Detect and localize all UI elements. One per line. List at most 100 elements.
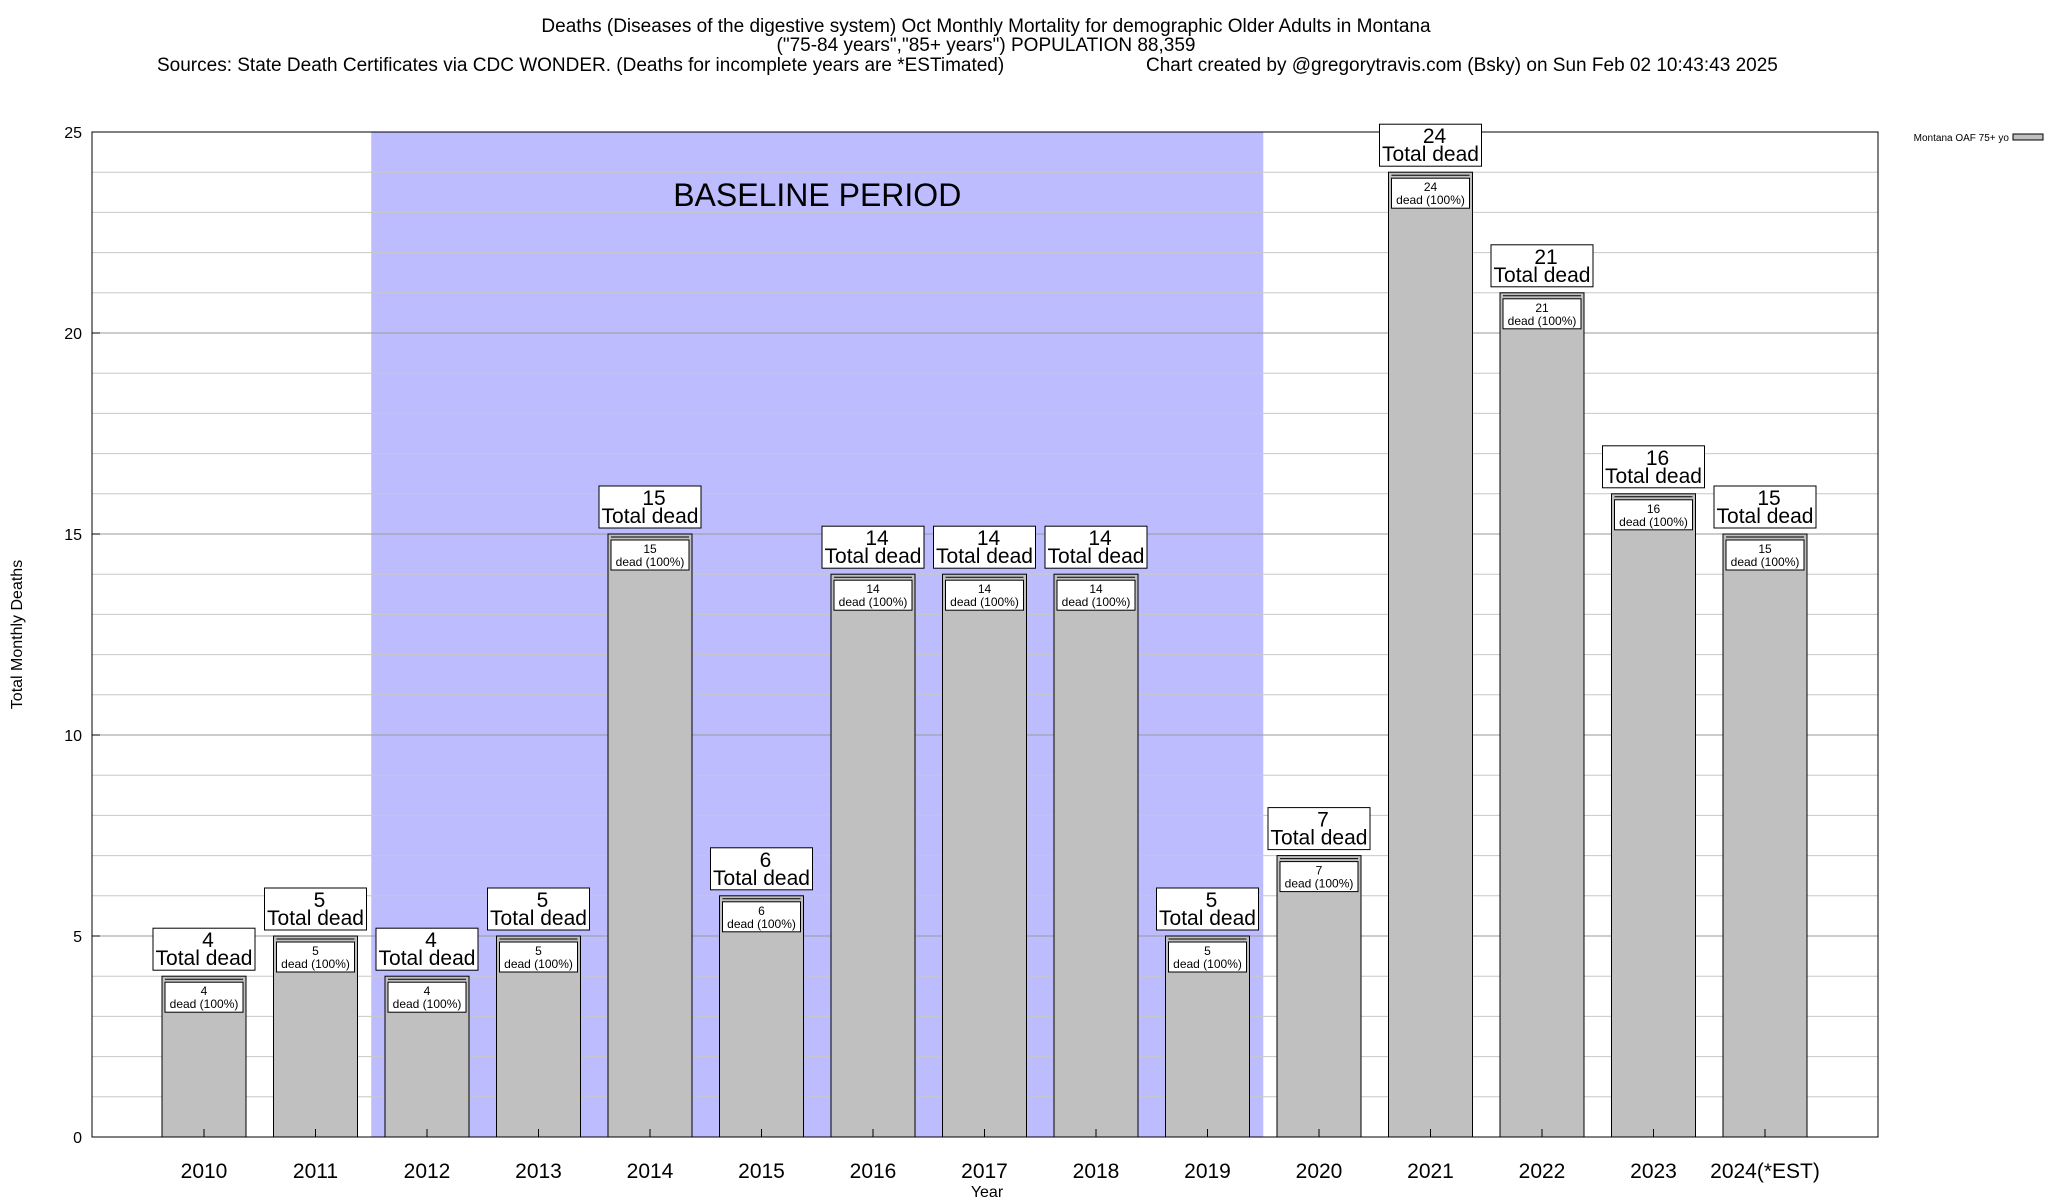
total-label-value: 4 [202,929,214,952]
inner-label-box [1725,539,1805,571]
total-label-text: Total dead [1494,264,1591,287]
total-label-text: Total dead [156,947,253,970]
bar [1276,855,1362,1138]
bar [942,573,1027,1138]
total-label-value: 21 [1534,246,1557,269]
total-label-box [1044,525,1148,569]
inner-label-text: dead (100%) [1508,314,1577,328]
inner-label-value: 5 [535,944,542,958]
chart-sources: Sources: State Death Certificates via CD… [157,55,1004,76]
total-label-value: 14 [865,527,889,550]
total-label-box [152,927,256,971]
total-label-value: 7 [1317,809,1329,832]
inner-label-value: 15 [1758,542,1772,556]
total-label-value: 14 [1088,527,1112,550]
inner-label-box [1614,499,1693,531]
inner-label-value: 14 [1089,582,1103,596]
inner-label-value: 16 [1647,502,1661,516]
total-label-text: Total dead [490,907,587,930]
total-label-text: Total dead [713,867,810,890]
y-tick-label: 0 [73,1130,82,1147]
total-label-box [1156,887,1259,931]
x-tick-label: 2010 [181,1160,228,1183]
y-axis-ticks: 0 5 10 15 20 25 [64,125,100,1147]
inner-label-box [1056,579,1136,611]
total-label-text: Total dead [602,505,699,528]
legend-swatch [2012,133,2044,141]
y-axis-label: Total Monthly Deaths [9,560,26,709]
inner-label-text: dead (100%) [950,595,1019,609]
total-label-text: Total dead [1717,505,1814,528]
x-tick-label: 2016 [850,1160,897,1183]
bar [1611,493,1696,1138]
inner-label-box [1391,177,1470,209]
x-tick-label: 2015 [738,1160,785,1183]
total-label-text: Total dead [825,545,922,568]
total-label-box [710,847,813,891]
inner-label-value: 7 [1316,864,1323,878]
inner-label-box [387,981,467,1013]
total-label-box [264,887,367,931]
x-tick-label: 2012 [404,1160,451,1183]
inner-label-box [1168,941,1247,973]
inner-label-box [610,539,690,571]
total-label-value: 4 [425,929,437,952]
total-label-box [598,485,702,529]
x-axis-ticks: 2010 2011 2012 2013 2014 2015 2016 2017 2018 2019… [181,1129,1820,1183]
chart-title: Deaths (Diseases of the digestive system… [541,16,1431,37]
total-label-box [1602,445,1705,489]
total-label-value: 6 [760,849,772,872]
total-label-text: Total dead [1159,907,1256,930]
inner-label-value: 6 [758,904,765,918]
inner-label-box [276,941,355,973]
inner-label-text: dead (100%) [1619,515,1688,529]
total-label-text: Total dead [936,545,1033,568]
y-tick-label: 20 [64,326,82,343]
inner-label-text: dead (100%) [616,555,685,569]
x-tick-label: 2022 [1519,1160,1566,1183]
x-tick-label: 2024(*EST) [1710,1160,1820,1183]
inner-label-text: dead (100%) [393,997,462,1011]
total-label-value: 15 [642,487,665,510]
inner-label-box [833,579,913,611]
inner-label-value: 14 [978,582,992,596]
inner-label-value: 5 [1204,944,1211,958]
total-label-text: Total dead [1605,465,1702,488]
inner-label-box [722,901,801,933]
inner-label-value: 14 [866,582,880,596]
baseline-period-label: BASELINE PERIOD [673,177,961,213]
total-label-value: 14 [977,527,1001,550]
total-label-text: Total dead [379,947,476,970]
total-label-value: 5 [537,889,549,912]
bar [1722,533,1808,1138]
inner-label-value: 21 [1535,301,1549,315]
inner-label-box [499,941,578,973]
total-label-value: 15 [1757,487,1780,510]
y-tick-label: 10 [64,728,82,745]
inner-label-box [1502,298,1582,330]
total-label-value: 24 [1423,125,1447,148]
inner-label-box [1279,861,1359,893]
total-label-value: 5 [314,889,326,912]
total-label-box [1490,244,1594,288]
inner-label-text: dead (100%) [1062,595,1131,609]
legend-entry-label: Montana OAF 75+ yo [1914,133,2010,144]
inner-label-value: 24 [1424,180,1438,194]
inner-label-text: dead (100%) [1731,555,1800,569]
y-tick-label: 25 [64,125,82,142]
inner-label-text: dead (100%) [1173,957,1242,971]
total-label-box [1713,485,1817,529]
total-label-text: Total dead [1382,143,1479,166]
inner-label-value: 5 [312,944,319,958]
total-label-text: Total dead [267,907,364,930]
total-label-box [487,887,590,931]
inner-label-value: 4 [424,984,431,998]
x-tick-label: 2021 [1407,1160,1454,1183]
total-label-box [375,927,479,971]
chart-credit: Chart created by @gregorytravis.com (Bsk… [1146,55,1778,76]
x-axis-label: Year [971,1184,1004,1200]
x-tick-label: 2013 [515,1160,562,1183]
x-tick-label: 2023 [1630,1160,1677,1183]
